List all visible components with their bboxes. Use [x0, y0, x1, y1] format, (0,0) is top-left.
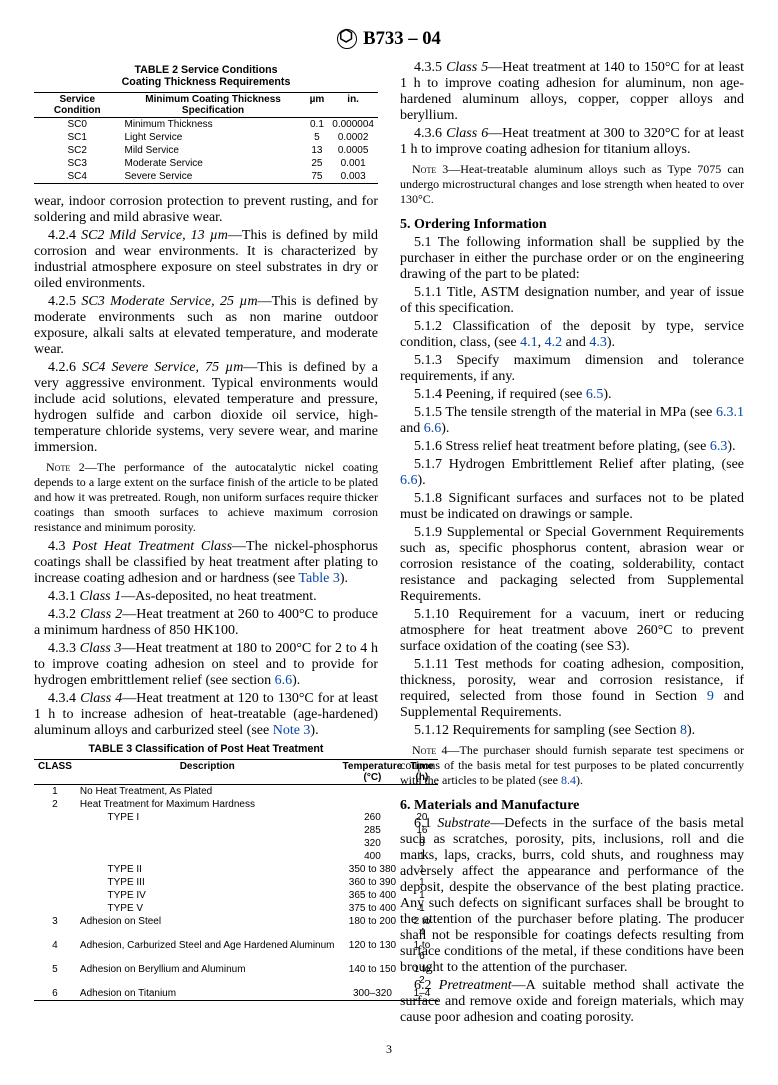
xref-66[interactable]: 6.6: [275, 673, 293, 688]
note-3: Note 3—Heat-treatable aluminum alloys su…: [400, 162, 744, 207]
p-5111: 5.1.11 Test methods for coating adhesion…: [400, 657, 744, 721]
table-row: SC2Mild Service130.0005: [34, 144, 378, 157]
p-5110: 5.1.10 Requirement for a vacuum, inert o…: [400, 607, 744, 655]
table-row: SC0Minimum Thickness0.10.000004: [34, 118, 378, 132]
table-row: SC3Moderate Service250.001: [34, 157, 378, 170]
table-row: 4001: [34, 850, 438, 863]
table-row: TYPE V375 to 4001: [34, 902, 438, 915]
designation: B733 – 04: [363, 28, 441, 50]
p-426: 4.2.6 SC4 Severe Service, 75 µm—This is …: [34, 360, 378, 456]
document-header: B733 – 04: [34, 28, 744, 50]
table-row: 2Heat Treatment for Maximum Hardness: [34, 798, 438, 811]
p-51: 5.1 The following information shall be s…: [400, 235, 744, 283]
p-431: 4.3.1 Class 1—As-deposited, no heat trea…: [34, 589, 378, 605]
t3-head-c: Temperature (°C): [339, 760, 407, 785]
p-424-lead: wear, indoor corrosion protection to pre…: [34, 194, 378, 226]
xref-66c[interactable]: 6.6: [400, 473, 418, 488]
table-row: TYPE IV365 to 4001: [34, 889, 438, 902]
t2-head-a: Service Condition: [34, 93, 121, 118]
p-511: 5.1.1 Title, ASTM designation number, an…: [400, 285, 744, 317]
table-2: Service Condition Minimum Coating Thickn…: [34, 92, 378, 184]
p-516: 5.1.6 Stress relief heat treatment befor…: [400, 439, 744, 455]
p-43: 4.3 Post Heat Treatment Class—The nickel…: [34, 539, 378, 587]
p-435: 4.3.5 Class 5—Heat treatment at 140 to 1…: [400, 60, 744, 124]
p-432: 4.3.2 Class 2—Heat treatment at 260 to 4…: [34, 607, 378, 639]
table-3: CLASS Description Temperature (°C) Time …: [34, 759, 438, 1001]
table-row: 3Adhesion on Steel180 to 2002 to 4: [34, 915, 438, 939]
t2-head-d: in.: [328, 93, 378, 118]
note-2: Note 2—The performance of the autocataly…: [34, 460, 378, 535]
table-row: TYPE I26020: [34, 811, 438, 824]
p-514: 5.1.4 Peening, if required (see 6.5).: [400, 387, 744, 403]
p-519: 5.1.9 Supplemental or Special Government…: [400, 525, 744, 605]
p-62: 6.2 Pretreatment—A suitable method shall…: [400, 978, 744, 1026]
p-517: 5.1.7 Hydrogen Embrittlement Relief afte…: [400, 457, 744, 489]
sec-6-head: 6. Materials and Manufacture: [400, 798, 744, 814]
t2-head-c: µm: [306, 93, 329, 118]
sec-5-head: 5. Ordering Information: [400, 217, 744, 233]
table-3-block: TABLE 3 Classification of Post Heat Trea…: [34, 743, 378, 1001]
table-row: 3208: [34, 837, 438, 850]
table-2-block: TABLE 2 Service ConditionsCoating Thickn…: [34, 64, 378, 184]
table-row: TYPE III360 to 3901: [34, 876, 438, 889]
xref-84[interactable]: 8.4: [561, 773, 576, 787]
xref-41[interactable]: 4.1: [520, 335, 538, 350]
table-row: 28516: [34, 824, 438, 837]
note-4: Note 4—The purchaser should furnish sepa…: [400, 743, 744, 788]
table-row: 1No Heat Treatment, As Plated: [34, 785, 438, 799]
table-2-title: TABLE 2 Service ConditionsCoating Thickn…: [34, 64, 378, 88]
xref-note3[interactable]: Note 3: [273, 723, 311, 738]
xref-sec9[interactable]: 9: [707, 689, 714, 704]
t3-head-a: CLASS: [34, 760, 76, 785]
t2-head-b: Minimum Coating Thickness Specification: [121, 93, 306, 118]
xref-table3[interactable]: Table 3: [298, 571, 339, 586]
xref-63[interactable]: 6.3: [710, 439, 728, 454]
table-row: SC1Light Service50.0002: [34, 131, 378, 144]
p-61: 6.1 Substrate—Defects in the surface of …: [400, 816, 744, 976]
xref-66b[interactable]: 6.6: [424, 421, 442, 436]
p-518: 5.1.8 Significant surfaces and surfaces …: [400, 491, 744, 523]
page-number: 3: [34, 1042, 744, 1057]
xref-631[interactable]: 6.3.1: [716, 405, 744, 420]
table-row: 4Adhesion, Carburized Steel and Age Hard…: [34, 939, 438, 963]
p-436: 4.3.6 Class 6—Heat treatment at 300 to 3…: [400, 126, 744, 158]
p-425: 4.2.5 SC3 Moderate Service, 25 µm—This i…: [34, 294, 378, 358]
xref-65[interactable]: 6.5: [586, 387, 604, 402]
p-5112: 5.1.12 Requirements for sampling (see Se…: [400, 723, 744, 739]
table-row: TYPE II350 to 3801: [34, 863, 438, 876]
xref-43[interactable]: 4.3: [589, 335, 607, 350]
table-row: SC4Severe Service750.003: [34, 170, 378, 184]
t3-head-b: Description: [76, 760, 339, 785]
p-424: 4.2.4 SC2 Mild Service, 13 µm—This is de…: [34, 228, 378, 292]
p-433: 4.3.3 Class 3—Heat treatment at 180 to 2…: [34, 641, 378, 689]
p-512: 5.1.2 Classification of the deposit by t…: [400, 319, 744, 351]
xref-42[interactable]: 4.2: [545, 335, 563, 350]
table-row: 6Adhesion on Titanium300–3201–4: [34, 987, 438, 1001]
p-434: 4.3.4 Class 4—Heat treatment at 120 to 1…: [34, 691, 378, 739]
astm-logo-icon: [337, 29, 357, 49]
xref-sec8[interactable]: 8: [680, 723, 687, 738]
p-513: 5.1.3 Specify maximum dimension and tole…: [400, 353, 744, 385]
table-row: 5Adhesion on Beryllium and Aluminum140 t…: [34, 963, 438, 987]
p-515: 5.1.5 The tensile strength of the materi…: [400, 405, 744, 437]
table-3-title: TABLE 3 Classification of Post Heat Trea…: [34, 743, 378, 755]
